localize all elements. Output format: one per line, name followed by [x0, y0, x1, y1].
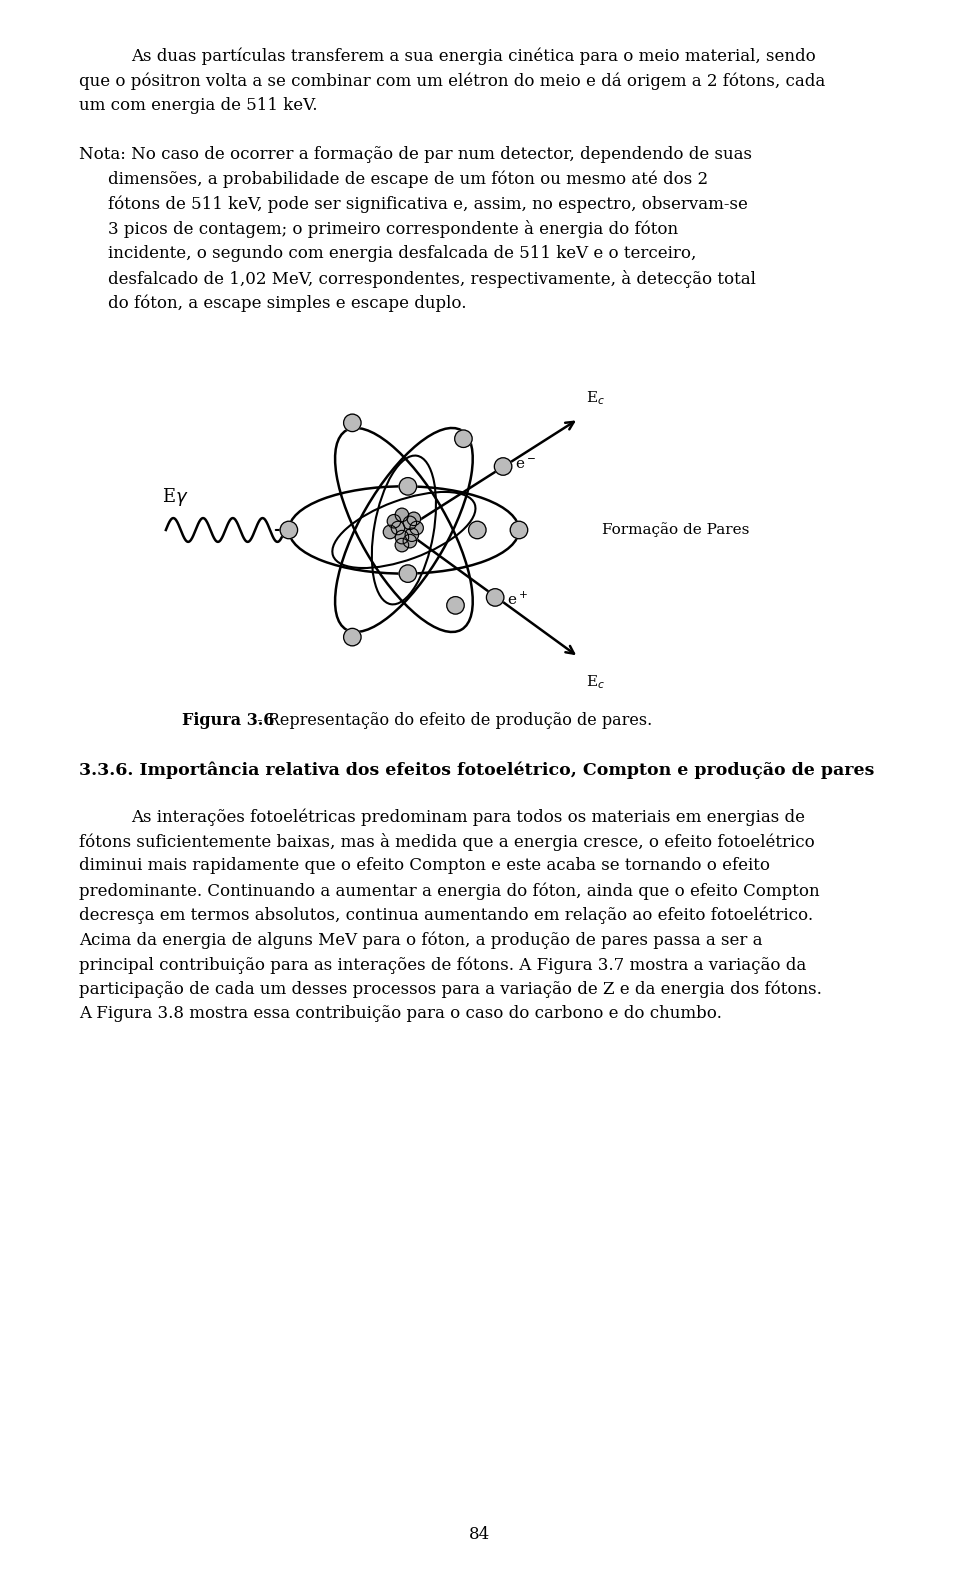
Circle shape — [396, 508, 409, 522]
Text: A Figura 3.8 mostra essa contribuição para o caso do carbono e do chumbo.: A Figura 3.8 mostra essa contribuição pa… — [79, 1006, 722, 1022]
Circle shape — [407, 513, 420, 525]
Text: fótons de 511 keV, pode ser significativa e, assim, no espectro, observam-se: fótons de 511 keV, pode ser significativ… — [108, 195, 749, 213]
Circle shape — [344, 628, 361, 646]
Circle shape — [455, 430, 472, 448]
Text: E$_c$: E$_c$ — [587, 673, 606, 690]
Text: 84: 84 — [469, 1525, 491, 1543]
Circle shape — [510, 521, 528, 538]
Circle shape — [403, 516, 417, 530]
Circle shape — [399, 478, 417, 495]
Circle shape — [396, 530, 409, 544]
Text: E$\gamma$: E$\gamma$ — [162, 486, 188, 508]
Text: predominante. Continuando a aumentar a energia do fóton, ainda que o efeito Comp: predominante. Continuando a aumentar a e… — [79, 882, 819, 900]
Text: Nota: No caso de ocorrer a formação de par num detector, dependendo de suas: Nota: No caso de ocorrer a formação de p… — [79, 146, 752, 163]
Circle shape — [344, 414, 361, 432]
Text: dimensões, a probabilidade de escape de um fóton ou mesmo até dos 2: dimensões, a probabilidade de escape de … — [108, 171, 708, 189]
Text: Formação de Pares: Formação de Pares — [602, 522, 750, 538]
Circle shape — [396, 538, 409, 552]
Text: E$_c$: E$_c$ — [587, 389, 606, 406]
Text: que o pósitron volta a se combinar com um elétron do meio e dá origem a 2 fótons: que o pósitron volta a se combinar com u… — [79, 73, 825, 90]
Text: As interações fotoelétricas predominam para todos os materiais em energias de: As interações fotoelétricas predominam p… — [132, 808, 805, 825]
Circle shape — [280, 521, 298, 538]
Text: 3.3.6. Importância relativa dos efeitos fotoelétrico, Compton e produção de pare: 3.3.6. Importância relativa dos efeitos … — [79, 762, 875, 779]
Text: Acima da energia de alguns MeV para o fóton, a produção de pares passa a ser a: Acima da energia de alguns MeV para o fó… — [79, 932, 762, 949]
Text: Figura 3.6: Figura 3.6 — [182, 713, 275, 728]
Circle shape — [410, 521, 423, 535]
Text: participação de cada um desses processos para a variação de Z e da energia dos f: participação de cada um desses processos… — [79, 981, 822, 998]
Text: desfalcado de 1,02 MeV, correspondentes, respectivamente, à detecção total: desfalcado de 1,02 MeV, correspondentes,… — [108, 270, 756, 287]
Circle shape — [446, 597, 465, 614]
Circle shape — [399, 565, 417, 582]
Circle shape — [494, 457, 512, 475]
Circle shape — [392, 521, 405, 535]
Text: diminui mais rapidamente que o efeito Compton e este acaba se tornando o efeito: diminui mais rapidamente que o efeito Co… — [79, 857, 770, 874]
Text: incidente, o segundo com energia desfalcada de 511 keV e o terceiro,: incidente, o segundo com energia desfalc… — [108, 244, 697, 262]
Circle shape — [468, 521, 486, 538]
Text: 3 picos de contagem; o primeiro correspondente à energia do fóton: 3 picos de contagem; o primeiro correspo… — [108, 221, 679, 238]
Text: - Representação do efeito de produção de pares.: - Representação do efeito de produção de… — [252, 713, 652, 728]
Text: e$^-$: e$^-$ — [515, 457, 536, 471]
Text: e$^+$: e$^+$ — [507, 590, 528, 608]
Text: fótons suficientemente baixas, mas à medida que a energia cresce, o efeito fotoe: fótons suficientemente baixas, mas à med… — [79, 833, 814, 851]
Text: do fóton, a escape simples e escape duplo.: do fóton, a escape simples e escape dupl… — [108, 294, 467, 311]
Text: decresça em termos absolutos, continua aumentando em relação ao efeito fotoelétr: decresça em termos absolutos, continua a… — [79, 906, 813, 924]
Text: As duas partículas transferem a sua energia cinética para o meio material, sendo: As duas partículas transferem a sua ener… — [132, 48, 816, 65]
Circle shape — [487, 589, 504, 606]
Circle shape — [403, 535, 417, 548]
Circle shape — [405, 528, 419, 541]
Text: um com energia de 511 keV.: um com energia de 511 keV. — [79, 97, 317, 114]
Circle shape — [383, 525, 396, 538]
Circle shape — [387, 514, 400, 528]
Text: principal contribuição para as interações de fótons. A Figura 3.7 mostra a varia: principal contribuição para as interaçõe… — [79, 955, 806, 974]
